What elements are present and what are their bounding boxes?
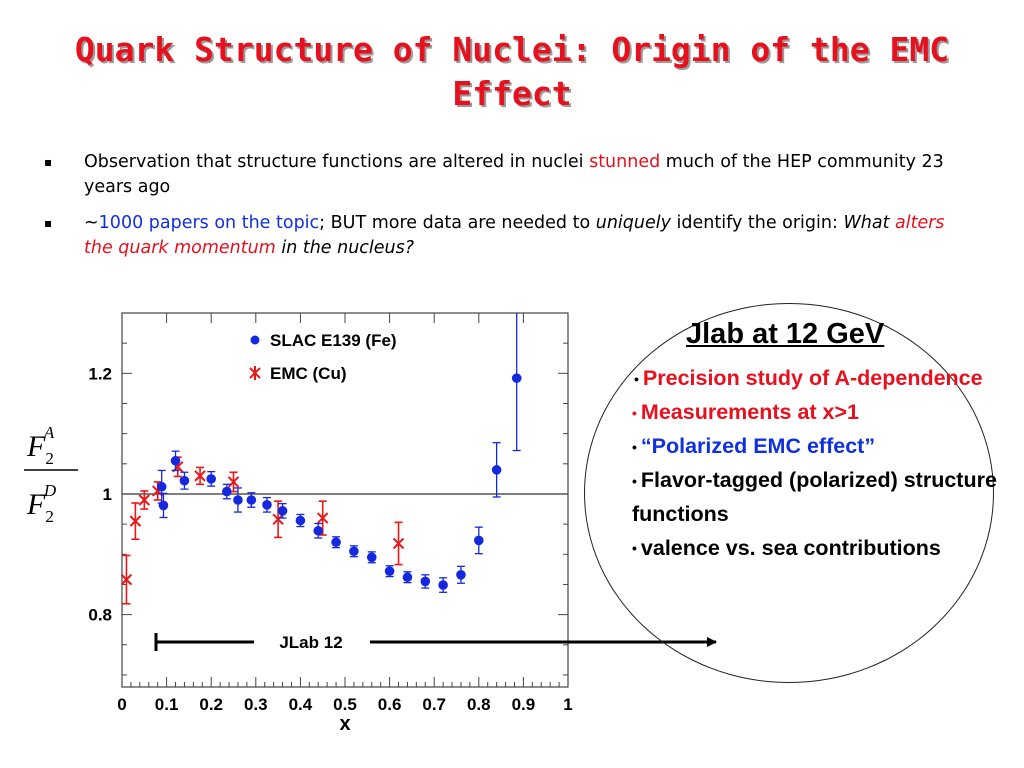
plot-frame — [121, 312, 569, 688]
slac-data-point — [456, 565, 466, 584]
x-tick-label: 0.8 — [467, 695, 491, 714]
bullet-item: ▪ Observation that structure functions a… — [40, 150, 970, 200]
callout-item-polarized-emc: • “Polarized EMC effect” — [632, 430, 1002, 464]
legend-marker-slac — [250, 335, 260, 345]
slac-data-point — [474, 526, 484, 555]
emc-ratio-chart: 0 0.1 0.2 0.3 0.4 0.5 0.6 0.7 0.8 0.9 1 0.811.2 x … — [24, 312, 717, 735]
bullet-text-emphasis: alters the quark momentum — [84, 213, 945, 258]
bullet-text-plain: much of the HEP community 23 years ago — [84, 152, 944, 197]
chart-legend: SLAC E139 (Fe) EMC (Cu) — [249, 331, 397, 383]
x-tick-label: 0.6 — [378, 695, 402, 714]
emc-data-point — [129, 502, 142, 541]
jlab-12gev-callout — [584, 303, 996, 683]
legend-marker-emc — [249, 366, 261, 380]
x-tick-label: 0.7 — [422, 695, 446, 714]
slac-data-point — [295, 513, 306, 528]
bullet-text-plain: ~ — [84, 213, 99, 233]
y-tick-label: 0.8 — [88, 606, 112, 625]
bullet-text-italic: What — [843, 213, 895, 233]
bullet-text-emphasis: stunned — [589, 152, 661, 172]
slac-data-point — [233, 487, 243, 513]
bullet-list: ▪ Observation that structure functions a… — [40, 150, 970, 272]
slac-data-point — [277, 502, 288, 519]
emc-data-point — [120, 554, 133, 605]
y-label-denominator: F2D — [26, 481, 57, 526]
callout-bullet: • — [632, 472, 637, 489]
callout-item-text: “Polarized EMC effect” — [640, 434, 876, 459]
x-tick-label: 0 — [117, 695, 126, 714]
callout-item-a-dependence: • Precision study of A-dependence — [632, 362, 1002, 396]
axis-ticks — [121, 312, 569, 687]
x-tick-label: 0.4 — [289, 695, 313, 714]
y-axis-label: F2A F2D — [24, 423, 78, 526]
y-tick-labels: 0.8 1 1.2 — [88, 364, 112, 624]
slac-data-point — [170, 450, 181, 472]
callout-bullet: • — [632, 438, 637, 455]
y-tick-label: 1 — [103, 485, 112, 504]
emc-data-point — [272, 500, 284, 539]
slac-data-point — [402, 571, 413, 584]
slac-data-point — [158, 492, 169, 519]
bullet-text-italic: in the nucleus? — [275, 238, 415, 258]
bullet-marker: ▪ — [44, 155, 53, 169]
x-tick-labels: 0 0.1 0.2 0.3 0.4 0.5 0.6 0.7 0.8 0.9 1 — [117, 695, 572, 714]
bullet-text-plain: ; BUT more data are needed to — [319, 213, 596, 233]
callout-item-valence-sea: • valence vs. sea contributions — [632, 532, 1002, 566]
emc-data-point — [138, 490, 151, 510]
slac-data-point — [246, 492, 257, 508]
slac-data-point — [179, 471, 190, 490]
callout-item-flavor-tagged: • Flavor-tagged (polarized) structure fun… — [632, 464, 1002, 532]
callout-list: • Precision study of A-dependence • Measur… — [632, 362, 1002, 566]
slac-data-point — [349, 545, 359, 558]
slide-title: Quark Structure of Nuclei: Origin of the… — [74, 30, 950, 113]
series-slac-e139-fe — [156, 313, 522, 593]
bullet-text-link-style: 1000 papers on the topic — [98, 213, 320, 233]
bullet-text-plain: identify the origin: — [670, 213, 844, 233]
legend-label-slac: SLAC E139 (Fe) — [270, 331, 397, 350]
callout-item-text: Flavor-tagged (polarized) structure func… — [632, 468, 997, 527]
x-tick-label: 0.1 — [155, 695, 179, 714]
slac-data-point — [222, 483, 232, 500]
slac-data-point — [511, 313, 522, 452]
emc-data-point — [227, 471, 240, 493]
slac-data-point — [438, 577, 448, 593]
y-tick-label: 1.2 — [88, 364, 112, 383]
jlab12-range-annotation: JLab 12 — [154, 633, 717, 652]
x-tick-label: 0.2 — [199, 695, 223, 714]
bullet-text-plain: Observation that structure functions are… — [84, 152, 590, 172]
callout-item-text: Measurements at x>1 — [640, 400, 860, 425]
legend-label-emc: EMC (Cu) — [270, 364, 346, 383]
callout-bullet: • — [634, 370, 639, 387]
jlab12-label: JLab 12 — [279, 633, 342, 652]
callout-circle — [584, 303, 994, 683]
callout-bullet: • — [632, 540, 637, 557]
slac-data-point — [491, 442, 502, 498]
bullet-marker: ▪ — [44, 216, 53, 230]
bullet-text-italic: uniquely — [595, 213, 671, 233]
callout-bullet: • — [632, 404, 637, 421]
emc-data-point — [194, 466, 206, 486]
x-tick-label: 0.3 — [244, 695, 268, 714]
slac-data-point — [331, 536, 341, 549]
slac-data-point — [262, 496, 272, 513]
slac-data-point — [366, 551, 377, 564]
x-tick-label: 0.5 — [333, 695, 357, 714]
emc-data-point — [392, 521, 405, 566]
callout-item-x-gt-1: • Measurements at x>1 — [632, 396, 1002, 430]
callout-item-text: Precision study of A-dependence — [642, 366, 983, 390]
y-label-numerator: F2A — [26, 423, 55, 468]
slac-data-point — [313, 522, 324, 539]
series-emc-cu — [120, 456, 405, 605]
slac-data-point — [384, 565, 395, 578]
bullet-item: ▪ ~1000 papers on the topic; BUT more da… — [40, 211, 970, 261]
slac-data-point — [206, 470, 216, 487]
x-axis-label: x — [339, 713, 350, 735]
x-tick-label: 0.9 — [512, 695, 536, 714]
callout-title: Jlab at 12 GeV — [686, 318, 885, 350]
callout-item-text: valence vs. sea contributions — [640, 535, 941, 560]
slac-data-point — [420, 574, 431, 589]
x-tick-label: 1 — [563, 695, 572, 714]
